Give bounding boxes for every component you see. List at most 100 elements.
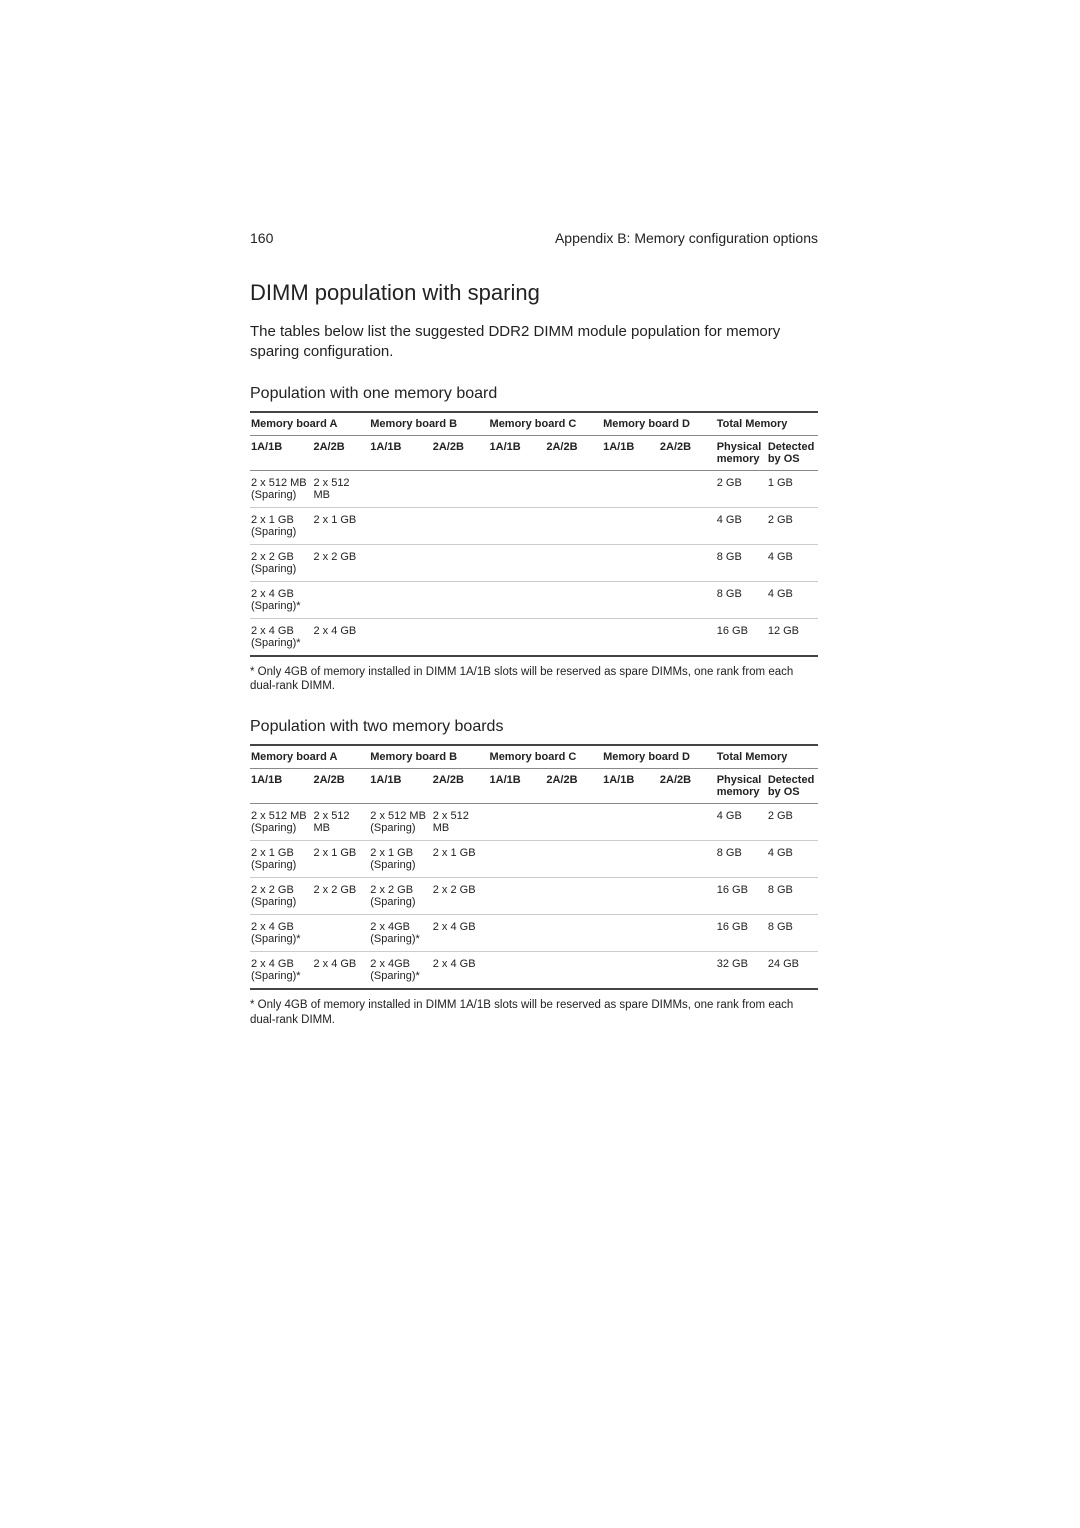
table1-cell xyxy=(545,544,602,581)
table2-group-header: Memory board A xyxy=(250,745,369,769)
table2-cell xyxy=(659,804,716,841)
table1-sub-header-row: 1A/1B 2A/2B 1A/1B 2A/2B 1A/1B 2A/2B 1A/1… xyxy=(250,435,818,470)
table1-group-header: Total Memory xyxy=(716,412,818,436)
table2-cell xyxy=(545,952,602,990)
table1-cell xyxy=(659,544,716,581)
table2-footnote: * Only 4GB of memory installed in DIMM 1… xyxy=(250,998,818,1028)
table2-cell: 16 GB xyxy=(716,915,767,952)
table2-cell xyxy=(659,952,716,990)
table1-cell: 2 x 512 MB (Sparing) xyxy=(250,470,312,507)
running-head: 160 Appendix B: Memory configuration opt… xyxy=(250,230,818,246)
table1-row: 2 x 512 MB (Sparing)2 x 512 MB 2 GB1 GB xyxy=(250,470,818,507)
table2-cell xyxy=(659,878,716,915)
table2-cell: 4 GB xyxy=(716,804,767,841)
table1-cell xyxy=(432,544,489,581)
table2-cell xyxy=(489,804,546,841)
table2-sub-header: Physical memory xyxy=(716,769,767,804)
table2-sub-header: 1A/1B xyxy=(250,769,312,804)
table1-sub-header: 1A/1B xyxy=(602,435,659,470)
table2-row: 2 x 4 GB (Sparing)*2 x 4GB (Sparing)*2 x… xyxy=(250,915,818,952)
table2-row: 2 x 512 MB (Sparing)2 x 512 MB2 x 512 MB… xyxy=(250,804,818,841)
table2-cell xyxy=(545,915,602,952)
running-head-text: Appendix B: Memory configuration options xyxy=(555,230,818,246)
table2-cell xyxy=(545,841,602,878)
table2-sub-header: 2A/2B xyxy=(545,769,602,804)
table2-row: 2 x 1 GB (Sparing)2 x 1 GB2 x 1 GB (Spar… xyxy=(250,841,818,878)
table2-cell: 8 GB xyxy=(716,841,767,878)
table2-cell: 2 x 512 MB xyxy=(312,804,369,841)
table2-sub-header: 1A/1B xyxy=(602,769,659,804)
table1-row: 2 x 4 GB (Sparing)*2 x 4 GB16 GB12 GB xyxy=(250,618,818,656)
table2-cell xyxy=(489,841,546,878)
table2-cell: 2 x 4 GB (Sparing)* xyxy=(250,952,312,990)
table1-cell: 2 x 1 GB xyxy=(312,507,369,544)
table1-cell: 16 GB xyxy=(716,618,767,656)
table2-cell: 2 x 1 GB (Sparing) xyxy=(250,841,312,878)
table1-cell xyxy=(489,581,546,618)
table1-cell: 1 GB xyxy=(767,470,818,507)
table2-cell: 2 x 512 MB (Sparing) xyxy=(250,804,312,841)
table1-cell xyxy=(369,581,431,618)
table1-cell: 8 GB xyxy=(716,544,767,581)
table1-cell: 4 GB xyxy=(767,581,818,618)
table2-cell: 2 x 4 GB xyxy=(312,952,369,990)
table2-group-header: Total Memory xyxy=(716,745,818,769)
page-number: 160 xyxy=(250,230,273,246)
table1-sub-header: 1A/1B xyxy=(250,435,312,470)
table2-group-header-row: Memory board A Memory board B Memory boa… xyxy=(250,745,818,769)
table1: Memory board A Memory board B Memory boa… xyxy=(250,411,818,657)
table2-cell: 8 GB xyxy=(767,878,818,915)
table1-cell xyxy=(602,544,659,581)
table2-cell: 2 x 2 GB xyxy=(312,878,369,915)
table2-cell: 2 x 1 GB xyxy=(432,841,489,878)
table1-cell xyxy=(369,470,431,507)
table1-cell: 2 GB xyxy=(716,470,767,507)
table2-cell xyxy=(489,878,546,915)
table2-group-header: Memory board D xyxy=(602,745,716,769)
table1-cell xyxy=(489,618,546,656)
table2-cell xyxy=(602,804,659,841)
table2-cell: 32 GB xyxy=(716,952,767,990)
table1-cell xyxy=(369,507,431,544)
table1-group-header: Memory board C xyxy=(489,412,603,436)
table2-cell: 2 x 4GB (Sparing)* xyxy=(369,952,431,990)
table1-cell xyxy=(659,507,716,544)
table1-cell xyxy=(432,470,489,507)
table1-row: 2 x 2 GB (Sparing)2 x 2 GB8 GB4 GB xyxy=(250,544,818,581)
table2-cell: 2 x 2 GB (Sparing) xyxy=(369,878,431,915)
table1-cell: 2 x 1 GB (Sparing) xyxy=(250,507,312,544)
table1-sub-header: Detected by OS xyxy=(767,435,818,470)
table1-sub-header: 2A/2B xyxy=(312,435,369,470)
table2-sub-header: 1A/1B xyxy=(369,769,431,804)
table1-sub-header: 2A/2B xyxy=(432,435,489,470)
table1-sub-header: 2A/2B xyxy=(545,435,602,470)
table1-cell xyxy=(312,581,369,618)
table1-cell xyxy=(545,581,602,618)
table2-cell: 2 x 1 GB (Sparing) xyxy=(369,841,431,878)
table2-cell xyxy=(659,841,716,878)
table1-cell xyxy=(545,470,602,507)
table1-cell: 2 x 4 GB xyxy=(312,618,369,656)
table1-cell xyxy=(369,544,431,581)
table1-caption: Population with one memory board xyxy=(250,385,818,403)
table1-cell: 12 GB xyxy=(767,618,818,656)
table2-cell: 2 x 1 GB xyxy=(312,841,369,878)
table1-sub-header: 2A/2B xyxy=(659,435,716,470)
table2-cell: 2 x 4GB (Sparing)* xyxy=(369,915,431,952)
table1-cell xyxy=(489,544,546,581)
table1-cell xyxy=(602,507,659,544)
table2-cell: 4 GB xyxy=(767,841,818,878)
table1-cell: 2 x 512 MB xyxy=(312,470,369,507)
table1-cell: 2 x 2 GB xyxy=(312,544,369,581)
table2-cell: 2 x 2 GB xyxy=(432,878,489,915)
table1-cell xyxy=(659,581,716,618)
table1-cell xyxy=(602,470,659,507)
table2-row: 2 x 4 GB (Sparing)*2 x 4 GB2 x 4GB (Spar… xyxy=(250,952,818,990)
table1-cell xyxy=(659,618,716,656)
intro-paragraph: The tables below list the suggested DDR2… xyxy=(250,322,818,363)
table1-cell: 4 GB xyxy=(716,507,767,544)
table2-cell xyxy=(489,952,546,990)
table1-cell: 2 GB xyxy=(767,507,818,544)
table2-cell: 2 x 512 MB xyxy=(432,804,489,841)
table2-cell xyxy=(602,915,659,952)
